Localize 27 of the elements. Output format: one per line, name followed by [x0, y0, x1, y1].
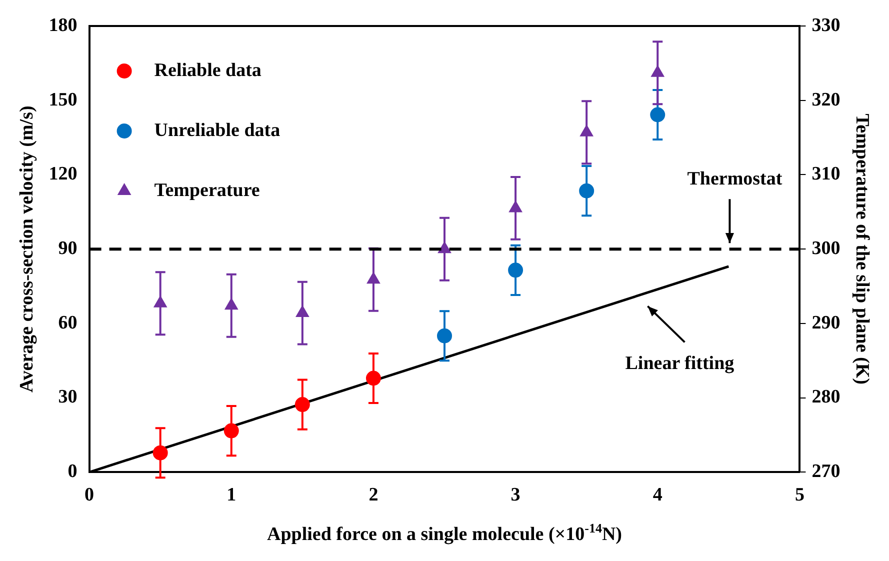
y-tick-label: 90 [58, 238, 78, 260]
annotation: Linear fitting [625, 353, 735, 374]
legend-label: Unreliable data [154, 120, 281, 141]
legend-label: Temperature [154, 180, 260, 201]
y2-tick-label: 300 [812, 238, 840, 260]
y-tick-label: 60 [58, 312, 78, 334]
x-tick-label: 1 [226, 484, 236, 506]
y2-tick-label: 310 [812, 164, 840, 185]
legend-label: Reliable data [154, 60, 262, 81]
x-tick-label: 4 [652, 484, 663, 506]
y-tick-label: 150 [48, 89, 78, 110]
y2-tick-label: 330 [812, 14, 840, 36]
y2-axis-title: Temperature of the slip plane (K) [852, 114, 873, 384]
y-tick-label: 30 [58, 386, 78, 408]
x-tick-label: 0 [84, 484, 94, 506]
x-tick-label: 3 [510, 484, 520, 506]
y2-tick-label: 270 [812, 461, 840, 482]
y-axis-title: Average cross-section velocity (m/s) [16, 106, 38, 393]
y-tick-label: 120 [48, 164, 78, 185]
ref-line-label: Thermostat [687, 168, 783, 190]
y2-tick-label: 280 [812, 386, 840, 408]
y2-tick-label: 320 [812, 89, 840, 110]
y-tick-label: 0 [68, 461, 78, 482]
y-tick-label: 180 [48, 14, 78, 36]
y2-tick-label: 290 [812, 312, 840, 334]
x-tick-label: 2 [368, 484, 378, 506]
x-tick-label: 5 [794, 484, 804, 506]
